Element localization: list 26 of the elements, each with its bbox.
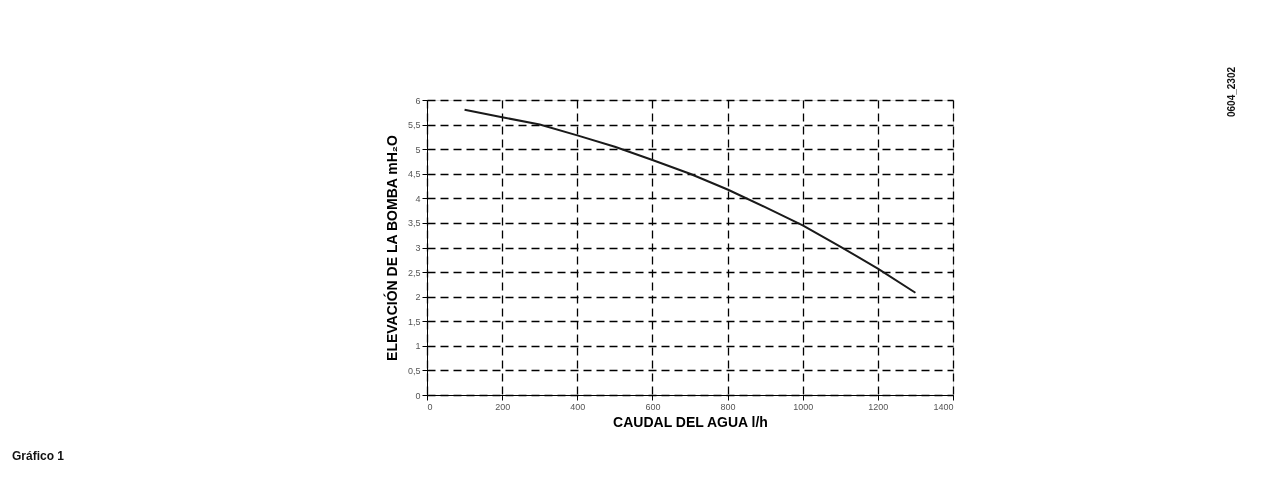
text: 0604_2302 [1226, 66, 1237, 118]
x-tick-label: 1400 [933, 401, 954, 412]
y-tick-label: 3,5 [407, 218, 421, 229]
y-tick-label: 3 [415, 243, 421, 253]
y-tick-label: 2,5 [407, 267, 421, 278]
x-tick-label: 200 [495, 401, 511, 412]
y-tick-label: 1 [415, 341, 421, 352]
y-tick-label: 5,5 [407, 120, 421, 131]
y-axis-title: ELEVACIÓN DE LA BOMBA mH₂O [382, 134, 400, 361]
line-series [463, 108, 917, 294]
text: Gráfico 1 [12, 449, 65, 463]
y-tick-label: 1,5 [407, 316, 421, 327]
y-tick-label: 0 [415, 390, 421, 401]
x-tick-label: 400 [570, 401, 586, 412]
y-tick-label: 2 [415, 292, 421, 303]
x-tick-label: 800 [720, 401, 736, 412]
y-tick-label: 6 [415, 95, 421, 106]
y-tick-label: 0,5 [407, 365, 421, 376]
y-tick-label: 4 [415, 193, 421, 204]
x-tick-label: 1000 [793, 401, 814, 412]
x-tick-label: 600 [645, 401, 661, 412]
x-axis-title: CAUDAL DEL AGUA l/h [613, 413, 768, 430]
x-tick-label: 0 [427, 401, 433, 412]
x-tick-label: 1200 [868, 401, 889, 412]
y-tick-label: 5 [415, 144, 421, 155]
y-tick-label: 4,5 [407, 169, 421, 180]
